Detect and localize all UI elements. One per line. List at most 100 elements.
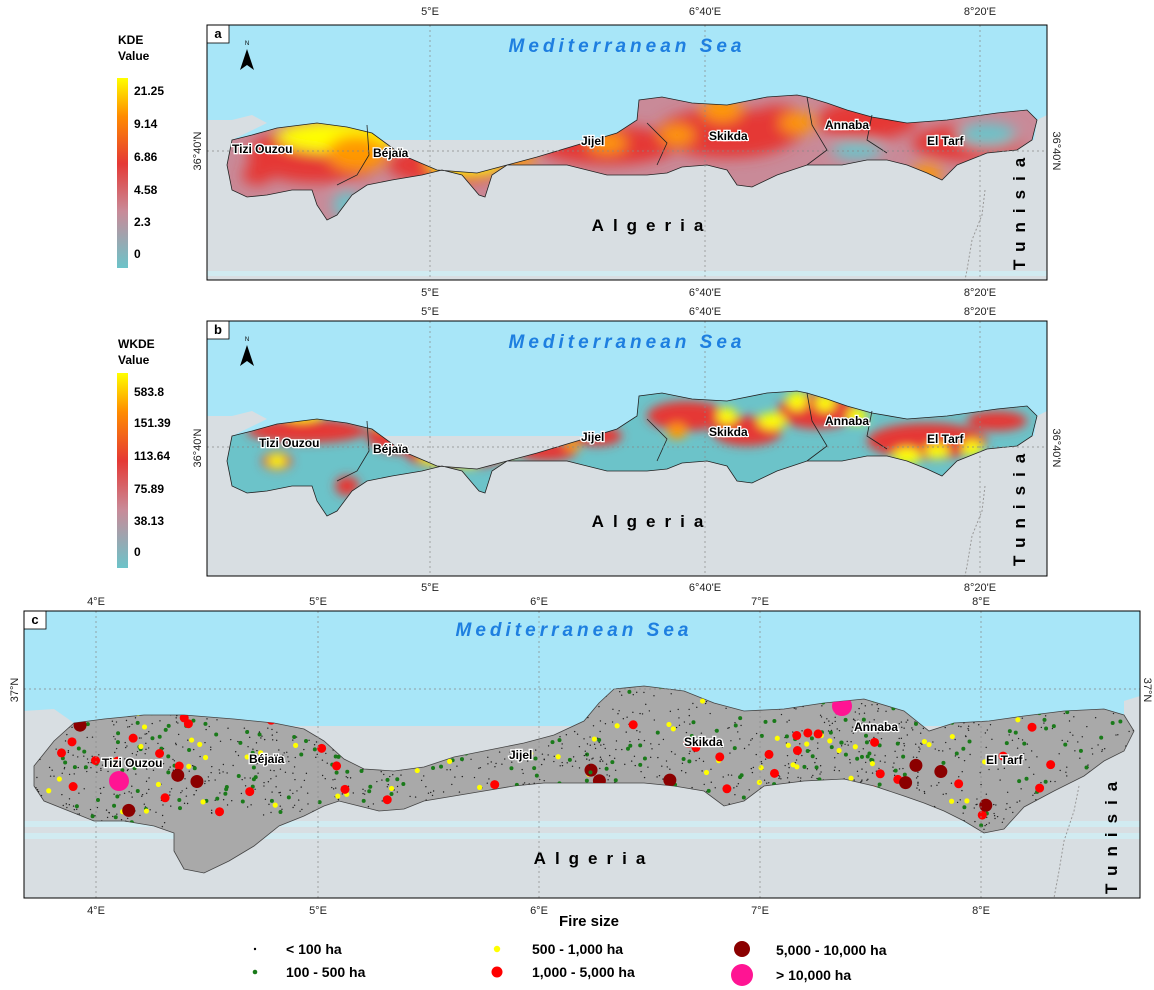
fire-point: [819, 714, 822, 716]
fire-point: [812, 774, 814, 777]
fire-point: [978, 724, 980, 726]
fire-point: [270, 811, 272, 814]
fire-point: [76, 746, 81, 751]
lon-tick-top: 8°20'E: [964, 306, 996, 318]
fire-point: [122, 803, 136, 817]
fire-point: [280, 757, 285, 762]
fire-point: [113, 815, 118, 820]
fire-point: [979, 798, 993, 812]
fire-point: [647, 766, 649, 768]
fire-point: [263, 781, 265, 784]
fire-point: [919, 748, 921, 750]
kde-color-ramp: [117, 78, 128, 268]
fire-point: [74, 804, 79, 809]
fire-point: [76, 808, 78, 810]
fire-point: [177, 733, 180, 736]
fire-point: [638, 743, 643, 748]
fire-point: [926, 741, 932, 748]
fire-point: [208, 725, 210, 728]
fire-point: [125, 746, 127, 749]
fire-point: [279, 794, 282, 797]
fire-point: [299, 810, 301, 812]
fire-point: [308, 739, 310, 741]
fire-point: [1044, 726, 1049, 731]
fire-point: [638, 762, 643, 767]
fire-point: [669, 768, 671, 770]
kde-legend-value: 6.86: [134, 150, 158, 164]
fire-point: [127, 763, 130, 765]
fire-point: [639, 712, 641, 715]
fire-point: [478, 767, 480, 770]
fire-point: [918, 746, 920, 748]
fire-point: [930, 785, 932, 787]
fire-point: [199, 755, 201, 758]
fire-point: [734, 721, 736, 724]
fire-point: [293, 766, 296, 768]
fire-point: [195, 789, 197, 792]
fire-point: [170, 788, 173, 790]
fire-point: [547, 754, 549, 756]
fire-point: [792, 746, 802, 756]
svg-text:500 - 1,000 ha: 500 - 1,000 ha: [532, 941, 623, 957]
fire-point: [727, 727, 729, 729]
fire-point: [699, 698, 706, 704]
fire-point: [289, 789, 291, 791]
fire-point: [96, 806, 99, 809]
fire-point: [898, 723, 900, 725]
fire-point: [802, 764, 807, 769]
fire-point: [73, 808, 76, 811]
fire-point: [993, 814, 996, 817]
fire-point: [222, 799, 225, 801]
fire-point: [205, 728, 207, 731]
fire-point: [367, 805, 370, 808]
fire-point: [983, 828, 985, 831]
fire-point: [226, 772, 228, 774]
fire-point: [751, 771, 754, 774]
fire-point: [207, 776, 210, 778]
fire-point: [254, 788, 256, 791]
fire-point: [877, 710, 879, 712]
fire-point: [185, 787, 188, 789]
fire-point: [128, 791, 130, 793]
fire-point: [643, 776, 646, 779]
fire-point: [1035, 783, 1045, 793]
fire-point: [155, 748, 165, 758]
fire-point: [257, 772, 259, 774]
fire-point: [688, 752, 691, 755]
fire-point: [498, 751, 501, 753]
fire-point: [256, 763, 258, 765]
country-label: Algeria: [534, 849, 655, 868]
fire-point: [1034, 792, 1036, 795]
fire-point: [396, 785, 399, 788]
fire-point: [801, 730, 803, 732]
fire-point: [119, 794, 121, 796]
fire-point: [1112, 712, 1115, 715]
fire-point: [486, 782, 488, 784]
fire-point: [86, 770, 88, 773]
fire-point: [523, 782, 526, 784]
fire-point: [1084, 765, 1089, 770]
fire-point: [215, 796, 220, 801]
fire-point: [214, 732, 219, 737]
fire-point: [359, 769, 364, 774]
fire-legend-title: Fire size: [559, 913, 619, 930]
fire-point: [131, 785, 133, 787]
fire-point: [612, 708, 614, 710]
fire-point: [847, 744, 849, 746]
fire-point: [191, 765, 194, 767]
fire-point: [143, 766, 145, 768]
fire-point: [858, 713, 861, 715]
fire-point: [670, 726, 676, 732]
fire-point: [702, 760, 705, 763]
kde-legend-value: 0: [134, 247, 141, 261]
fire-point: [1021, 739, 1024, 741]
fire-point: [1023, 752, 1025, 755]
fire-point: [115, 740, 120, 745]
fire-point: [592, 725, 595, 727]
fire-point: [1087, 764, 1089, 766]
fire-point: [917, 775, 919, 778]
fire-point: [260, 737, 262, 739]
fire-point: [252, 748, 254, 750]
panel-b: WKDE Value 583.8 151.39 113.64 75.89 38.…: [117, 306, 1062, 594]
